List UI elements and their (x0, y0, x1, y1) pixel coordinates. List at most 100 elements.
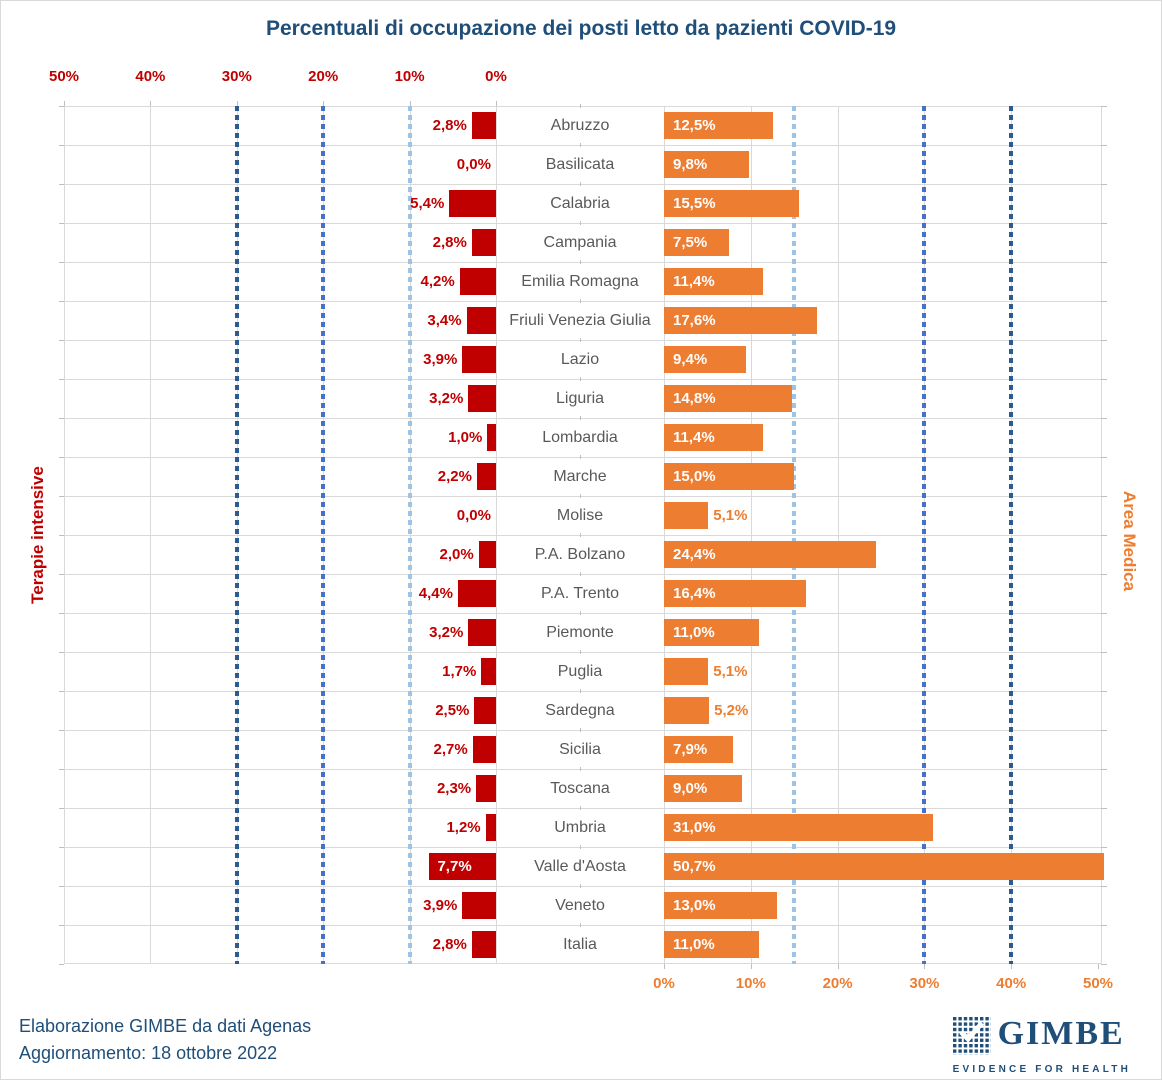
axis-tickmark (59, 925, 64, 926)
bar-value-medical: 13,0% (673, 897, 716, 914)
grid-row-line (64, 145, 1102, 146)
bar-value-medical: 9,4% (673, 351, 708, 368)
bar-medical (664, 853, 1105, 880)
panel-border (64, 106, 65, 964)
bar-medical (664, 463, 795, 490)
axis-tickmark (59, 964, 64, 965)
grid-row-line (64, 418, 1102, 419)
bar-intensive (471, 931, 496, 958)
axis-tickmark (1101, 457, 1107, 458)
footer: Elaborazione GIMBE da dati Agenas Aggior… (19, 1013, 311, 1067)
category-label: Basilicata (545, 156, 615, 173)
bar-intensive (485, 814, 496, 841)
axis-tickmark (59, 262, 64, 263)
category-label: Marche (553, 468, 607, 485)
bar-value-medical: 24,4% (673, 546, 716, 563)
axis-tickmark (1101, 886, 1107, 887)
bar-medical (664, 151, 750, 178)
axis-tickmark (64, 101, 65, 106)
axis-tickmark (1101, 535, 1107, 536)
grid-row-line (64, 301, 1102, 302)
grid-row-line (64, 496, 1102, 497)
category-label: Emilia Romagna (521, 273, 639, 290)
axis-tickmark (1101, 652, 1107, 653)
axis-tickmark (59, 379, 64, 380)
bar-value-intensive: 2,7% (433, 741, 468, 758)
grid-row-line (64, 535, 1102, 536)
category-axis-tick (580, 572, 581, 576)
bar-intensive (487, 424, 496, 451)
axis-tickmark (1101, 691, 1107, 692)
axis-tickmark (59, 730, 64, 731)
bar-intensive (468, 619, 496, 646)
bar-value-medical: 14,8% (673, 390, 716, 407)
bar-value-intensive: 7,7% (437, 858, 472, 875)
bar-value-medical: 16,4% (673, 585, 716, 602)
grid-row-line (64, 223, 1102, 224)
axis-tickmark (409, 101, 411, 106)
category-axis-tick (580, 845, 581, 849)
axis-tickmark (1101, 223, 1107, 224)
footer-source: Elaborazione GIMBE da dati Agenas (19, 1016, 312, 1036)
category-label: P.A. Bolzano (534, 546, 626, 563)
bar-medical (664, 502, 709, 529)
footer-update: Aggiornamento: 18 ottobre 2022 (19, 1043, 278, 1063)
category-label: Sicilia (559, 741, 601, 758)
axis-tickmark (1101, 340, 1107, 341)
grid-row-line (64, 925, 1102, 926)
category-axis-tick (580, 650, 581, 654)
bar-value-medical: 15,0% (673, 468, 716, 485)
axis-tickmark (59, 574, 64, 575)
category-label: Lazio (560, 351, 600, 368)
grid-row-line (64, 769, 1102, 770)
bar-value-intensive: 2,8% (432, 936, 467, 953)
grid-row-line (64, 457, 1102, 458)
bar-value-medical: 17,6% (673, 312, 716, 329)
category-label: Valle d'Aosta (534, 858, 626, 875)
category-label: Calabria (550, 195, 610, 212)
category-label: Umbria (554, 819, 606, 836)
threshold-line-medical-30 (922, 106, 927, 964)
grid-row-line (64, 184, 1102, 185)
top-axis-label: 40% (135, 68, 166, 85)
category-label: Puglia (557, 663, 603, 680)
category-label: Lombardia (542, 429, 618, 446)
category-label: Sardegna (545, 702, 615, 719)
category-axis-tick (580, 299, 581, 303)
axis-tickmark (1101, 730, 1107, 731)
category-label: Toscana (550, 780, 610, 797)
category-axis-tick (580, 260, 581, 264)
axis-tickmark (150, 101, 152, 106)
top-axis-label: 20% (308, 68, 339, 85)
axis-tickmark (664, 964, 665, 969)
axis-tickmark (1101, 613, 1107, 614)
left-axis-title: Terapie intensive (28, 466, 47, 604)
grid-row-line (64, 574, 1102, 575)
right-axis-title: Area Medica (1120, 490, 1139, 592)
bar-value-medical: 5,1% (713, 663, 748, 680)
axis-tickmark (496, 101, 497, 106)
axis-tickmark (236, 101, 238, 106)
axis-tickmark (1101, 574, 1107, 575)
bar-value-intensive: 0,0% (456, 507, 491, 524)
category-label: Piemonte (546, 624, 614, 641)
category-axis-tick (580, 104, 581, 108)
gimbe-wordmark: GIMBE (997, 1015, 1125, 1052)
category-label: Italia (563, 936, 597, 953)
category-label: P.A. Trento (541, 585, 619, 602)
grid-row-line (64, 340, 1102, 341)
category-axis-tick (580, 455, 581, 459)
bar-value-medical: 11,0% (673, 624, 715, 641)
axis-tickmark (59, 613, 64, 614)
bar-value-intensive: 1,0% (448, 429, 483, 446)
gridline-right-panel (837, 106, 839, 964)
bottom-axis-label: 40% (996, 975, 1027, 992)
axis-tickmark (1101, 808, 1107, 809)
axis-tickmark (1101, 301, 1107, 302)
grid-row-line (64, 730, 1102, 731)
bar-intensive (474, 697, 496, 724)
axis-tickmark (1011, 964, 1013, 969)
bar-value-medical: 5,1% (713, 507, 748, 524)
axis-tickmark (59, 106, 64, 107)
category-axis-tick (580, 767, 581, 771)
